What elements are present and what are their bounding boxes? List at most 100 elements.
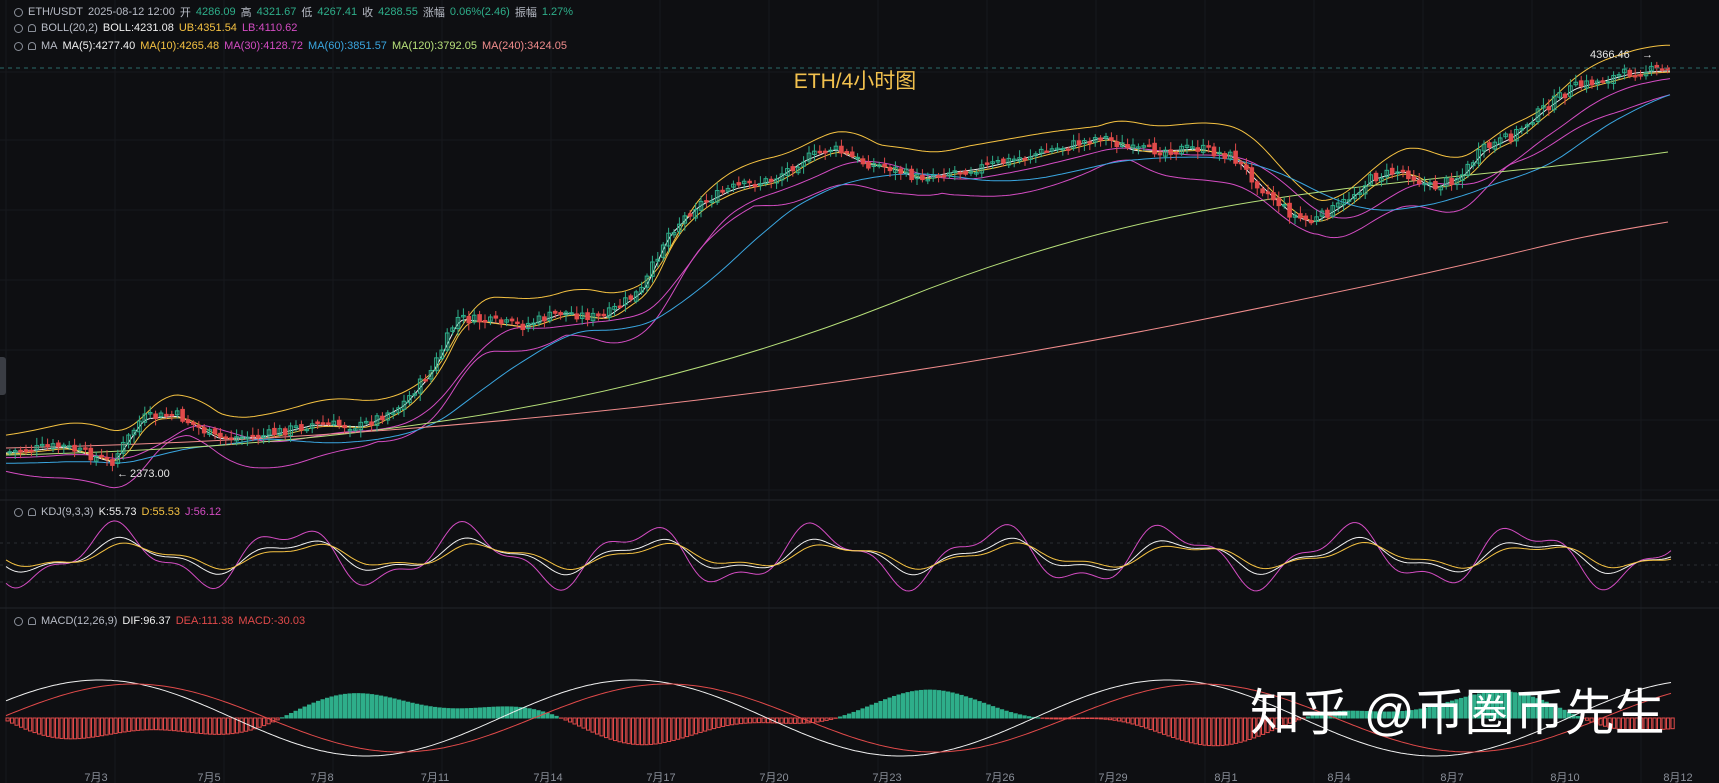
kdj-header: KDJ(9,3,3) K:55.73 D:55.53 J:56.12	[14, 506, 221, 518]
macd-histogram-bar	[212, 717, 217, 735]
macd-histogram-bar	[275, 717, 280, 721]
macd-histogram-bar	[1112, 717, 1117, 721]
macd-histogram-bar	[1441, 703, 1446, 719]
candle-body	[288, 425, 293, 437]
macd-histogram-bar	[730, 717, 735, 726]
candle-body	[50, 443, 56, 450]
macd-histogram-bar	[217, 717, 222, 735]
side-panel-handle[interactable]	[0, 357, 6, 395]
candle-body	[34, 445, 40, 450]
macd-histogram-bar	[406, 701, 411, 719]
candle-body	[1438, 186, 1444, 191]
alert-bell-icon[interactable]	[28, 24, 36, 32]
macd-histogram-bar	[712, 717, 717, 730]
macd-histogram-bar	[1220, 717, 1225, 746]
alert-bell-icon[interactable]	[28, 508, 36, 516]
candle-body	[1173, 152, 1179, 155]
candle-body	[898, 168, 904, 174]
macd-histogram-bar	[1616, 717, 1621, 730]
macd-histogram-bar	[1229, 717, 1234, 745]
macd-histogram-bar	[1450, 700, 1455, 719]
macd-histogram-bar	[154, 717, 159, 731]
candle-body	[606, 307, 612, 318]
collapse-icon[interactable]	[14, 7, 23, 17]
high-label: 高	[240, 7, 252, 19]
candle-body	[504, 319, 509, 323]
macd-histogram-bar	[1081, 717, 1086, 720]
candle-body	[261, 435, 266, 438]
macd-histogram-bar	[1490, 691, 1495, 719]
macd-histogram-bar	[698, 717, 703, 733]
macd-histogram-bar	[838, 716, 843, 719]
macd-histogram-bar	[1121, 717, 1126, 723]
macd-histogram-bar	[865, 706, 870, 719]
boll-mid: BOLL:4231.08	[102, 22, 174, 34]
low-label: 低	[301, 7, 313, 19]
macd-histogram-bar	[1274, 717, 1279, 730]
candle-body	[1276, 197, 1282, 207]
candle-body	[12, 450, 18, 453]
macd-histogram-bar	[1364, 711, 1369, 719]
macd-histogram-bar	[617, 717, 622, 743]
candle-body	[1470, 162, 1476, 167]
macd-histogram-bar	[1027, 716, 1032, 719]
macd-histogram-bar	[973, 699, 978, 719]
candle-body	[1568, 85, 1573, 97]
kdj-name: KDJ(9,3,3)	[41, 506, 94, 518]
candle-body	[558, 312, 563, 316]
candle-body	[1368, 174, 1373, 185]
macd-histogram-bar	[185, 717, 190, 733]
candle-body	[768, 178, 774, 182]
collapse-icon[interactable]	[14, 507, 23, 517]
alert-bell-icon[interactable]	[28, 42, 36, 50]
candle-body	[617, 305, 623, 309]
macd-histogram-bar	[1423, 707, 1428, 719]
candle-body	[801, 161, 806, 167]
candle-body	[876, 164, 882, 167]
collapse-icon[interactable]	[14, 616, 23, 626]
macd-histogram-bar	[851, 711, 856, 719]
candle-body	[1141, 145, 1147, 148]
macd-histogram-bar	[1261, 717, 1266, 735]
candle-body	[83, 447, 88, 450]
macd-histogram-bar	[959, 694, 964, 719]
candle-body	[461, 314, 466, 318]
macd-histogram-bar	[1360, 710, 1365, 719]
macd-histogram-bar	[554, 715, 559, 719]
macd-histogram-bar	[635, 717, 640, 746]
collapse-icon[interactable]	[14, 41, 23, 51]
macd-histogram-bar	[1126, 717, 1131, 724]
candle-body	[509, 318, 515, 322]
macd-histogram-bar	[752, 717, 757, 724]
candle-body	[1584, 80, 1589, 89]
x-tick-label: 7月8	[310, 772, 333, 783]
macd-histogram-bar	[743, 717, 748, 724]
low-marker-arrow: ←	[117, 468, 128, 480]
alert-bell-icon[interactable]	[28, 617, 36, 625]
kdj-d-line	[5, 541, 1672, 571]
macd-histogram-bar	[1373, 711, 1378, 719]
candles[interactable]	[7, 61, 1670, 472]
candle-body	[380, 415, 385, 421]
macd-histogram-bar	[577, 717, 582, 727]
candle-body	[250, 434, 256, 438]
collapse-icon[interactable]	[14, 23, 23, 33]
candle-body	[93, 455, 99, 462]
macd-histogram-bar	[1445, 701, 1450, 719]
candle-body	[363, 420, 369, 424]
ma30-line	[6, 78, 1671, 460]
macd-histogram-bar	[608, 717, 613, 740]
candle-body	[1303, 215, 1309, 221]
close-label: 收	[362, 7, 374, 19]
candle-body	[358, 421, 364, 431]
candle-body	[542, 316, 547, 322]
candle-body	[1103, 135, 1109, 139]
candle-body	[623, 297, 628, 306]
macd-histogram-bar	[1477, 693, 1482, 719]
candle-body	[407, 395, 412, 404]
candle-body	[1519, 127, 1525, 131]
macd-histogram-bar	[1225, 717, 1230, 746]
x-tick-label: 8月4	[1327, 772, 1350, 783]
